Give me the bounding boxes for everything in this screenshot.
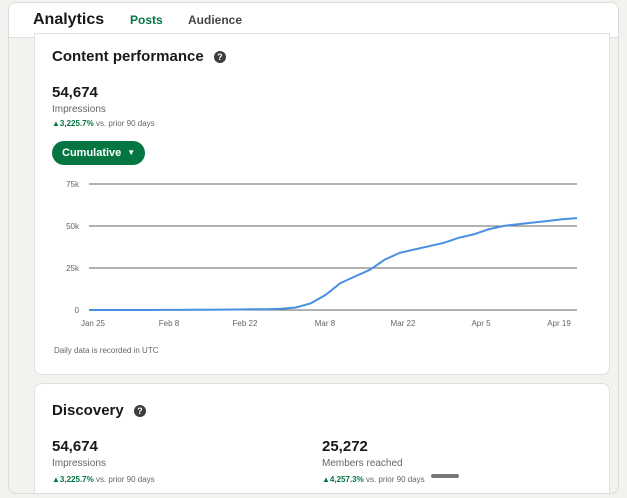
impressions-value: 54,674 — [52, 84, 98, 101]
analytics-panel: Analytics Posts Audience Content perform… — [8, 2, 619, 494]
y-tick-label: 75k — [66, 180, 80, 189]
content-performance-title: Content performance ? — [52, 48, 226, 65]
discovery-impressions-label: Impressions — [52, 458, 106, 469]
cumulative-button[interactable]: Cumulative ▼ — [52, 141, 146, 165]
impressions-delta: ▲3,225.7% vs. prior 90 days — [52, 119, 155, 128]
x-tick-label: Apr 5 — [471, 319, 491, 328]
page-title: Analytics — [33, 11, 105, 28]
discovery-impressions-value: 54,674 — [52, 438, 98, 455]
x-tick-label: Mar 22 — [391, 319, 416, 328]
content-performance-card: Content performance ? 54,674 Impressions… — [34, 33, 610, 375]
chevron-down-icon: ▼ — [127, 148, 136, 157]
tab-posts[interactable]: Posts — [130, 13, 163, 27]
x-tick-label: Mar 8 — [315, 319, 336, 328]
x-tick-label: Jan 25 — [81, 319, 106, 328]
x-tick-label: Feb 8 — [159, 319, 180, 328]
y-tick-label: 50k — [66, 222, 80, 231]
impressions-label: Impressions — [52, 104, 106, 115]
discovery-card: Discovery ? 54,674 Impressions ▲3,225.7%… — [34, 383, 610, 493]
members-reached-label: Members reached — [322, 458, 403, 469]
y-tick-label: 0 — [75, 306, 80, 315]
tab-audience[interactable]: Audience — [188, 13, 243, 27]
help-icon[interactable]: ? — [213, 51, 226, 63]
scroll-indicator[interactable] — [431, 474, 459, 478]
members-reached-delta: ▲4,257.3% vs. prior 90 days — [322, 475, 425, 484]
x-tick-label: Feb 22 — [233, 319, 258, 328]
chart-footnote: Daily data is recorded in UTC — [54, 346, 159, 355]
x-tick-label: Apr 19 — [547, 319, 571, 328]
impressions-line — [89, 217, 578, 311]
y-tick-label: 25k — [66, 264, 80, 273]
discovery-impressions-delta: ▲3,225.7% vs. prior 90 days — [52, 475, 155, 484]
discovery-title: Discovery ? — [52, 402, 146, 419]
members-reached-value: 25,272 — [322, 438, 368, 455]
help-icon[interactable]: ? — [133, 405, 146, 417]
impressions-chart: Jan 25 Feb 8 Feb 22 Mar 8 Mar 22 Apr 5 Apr 19 … — [66, 180, 578, 328]
